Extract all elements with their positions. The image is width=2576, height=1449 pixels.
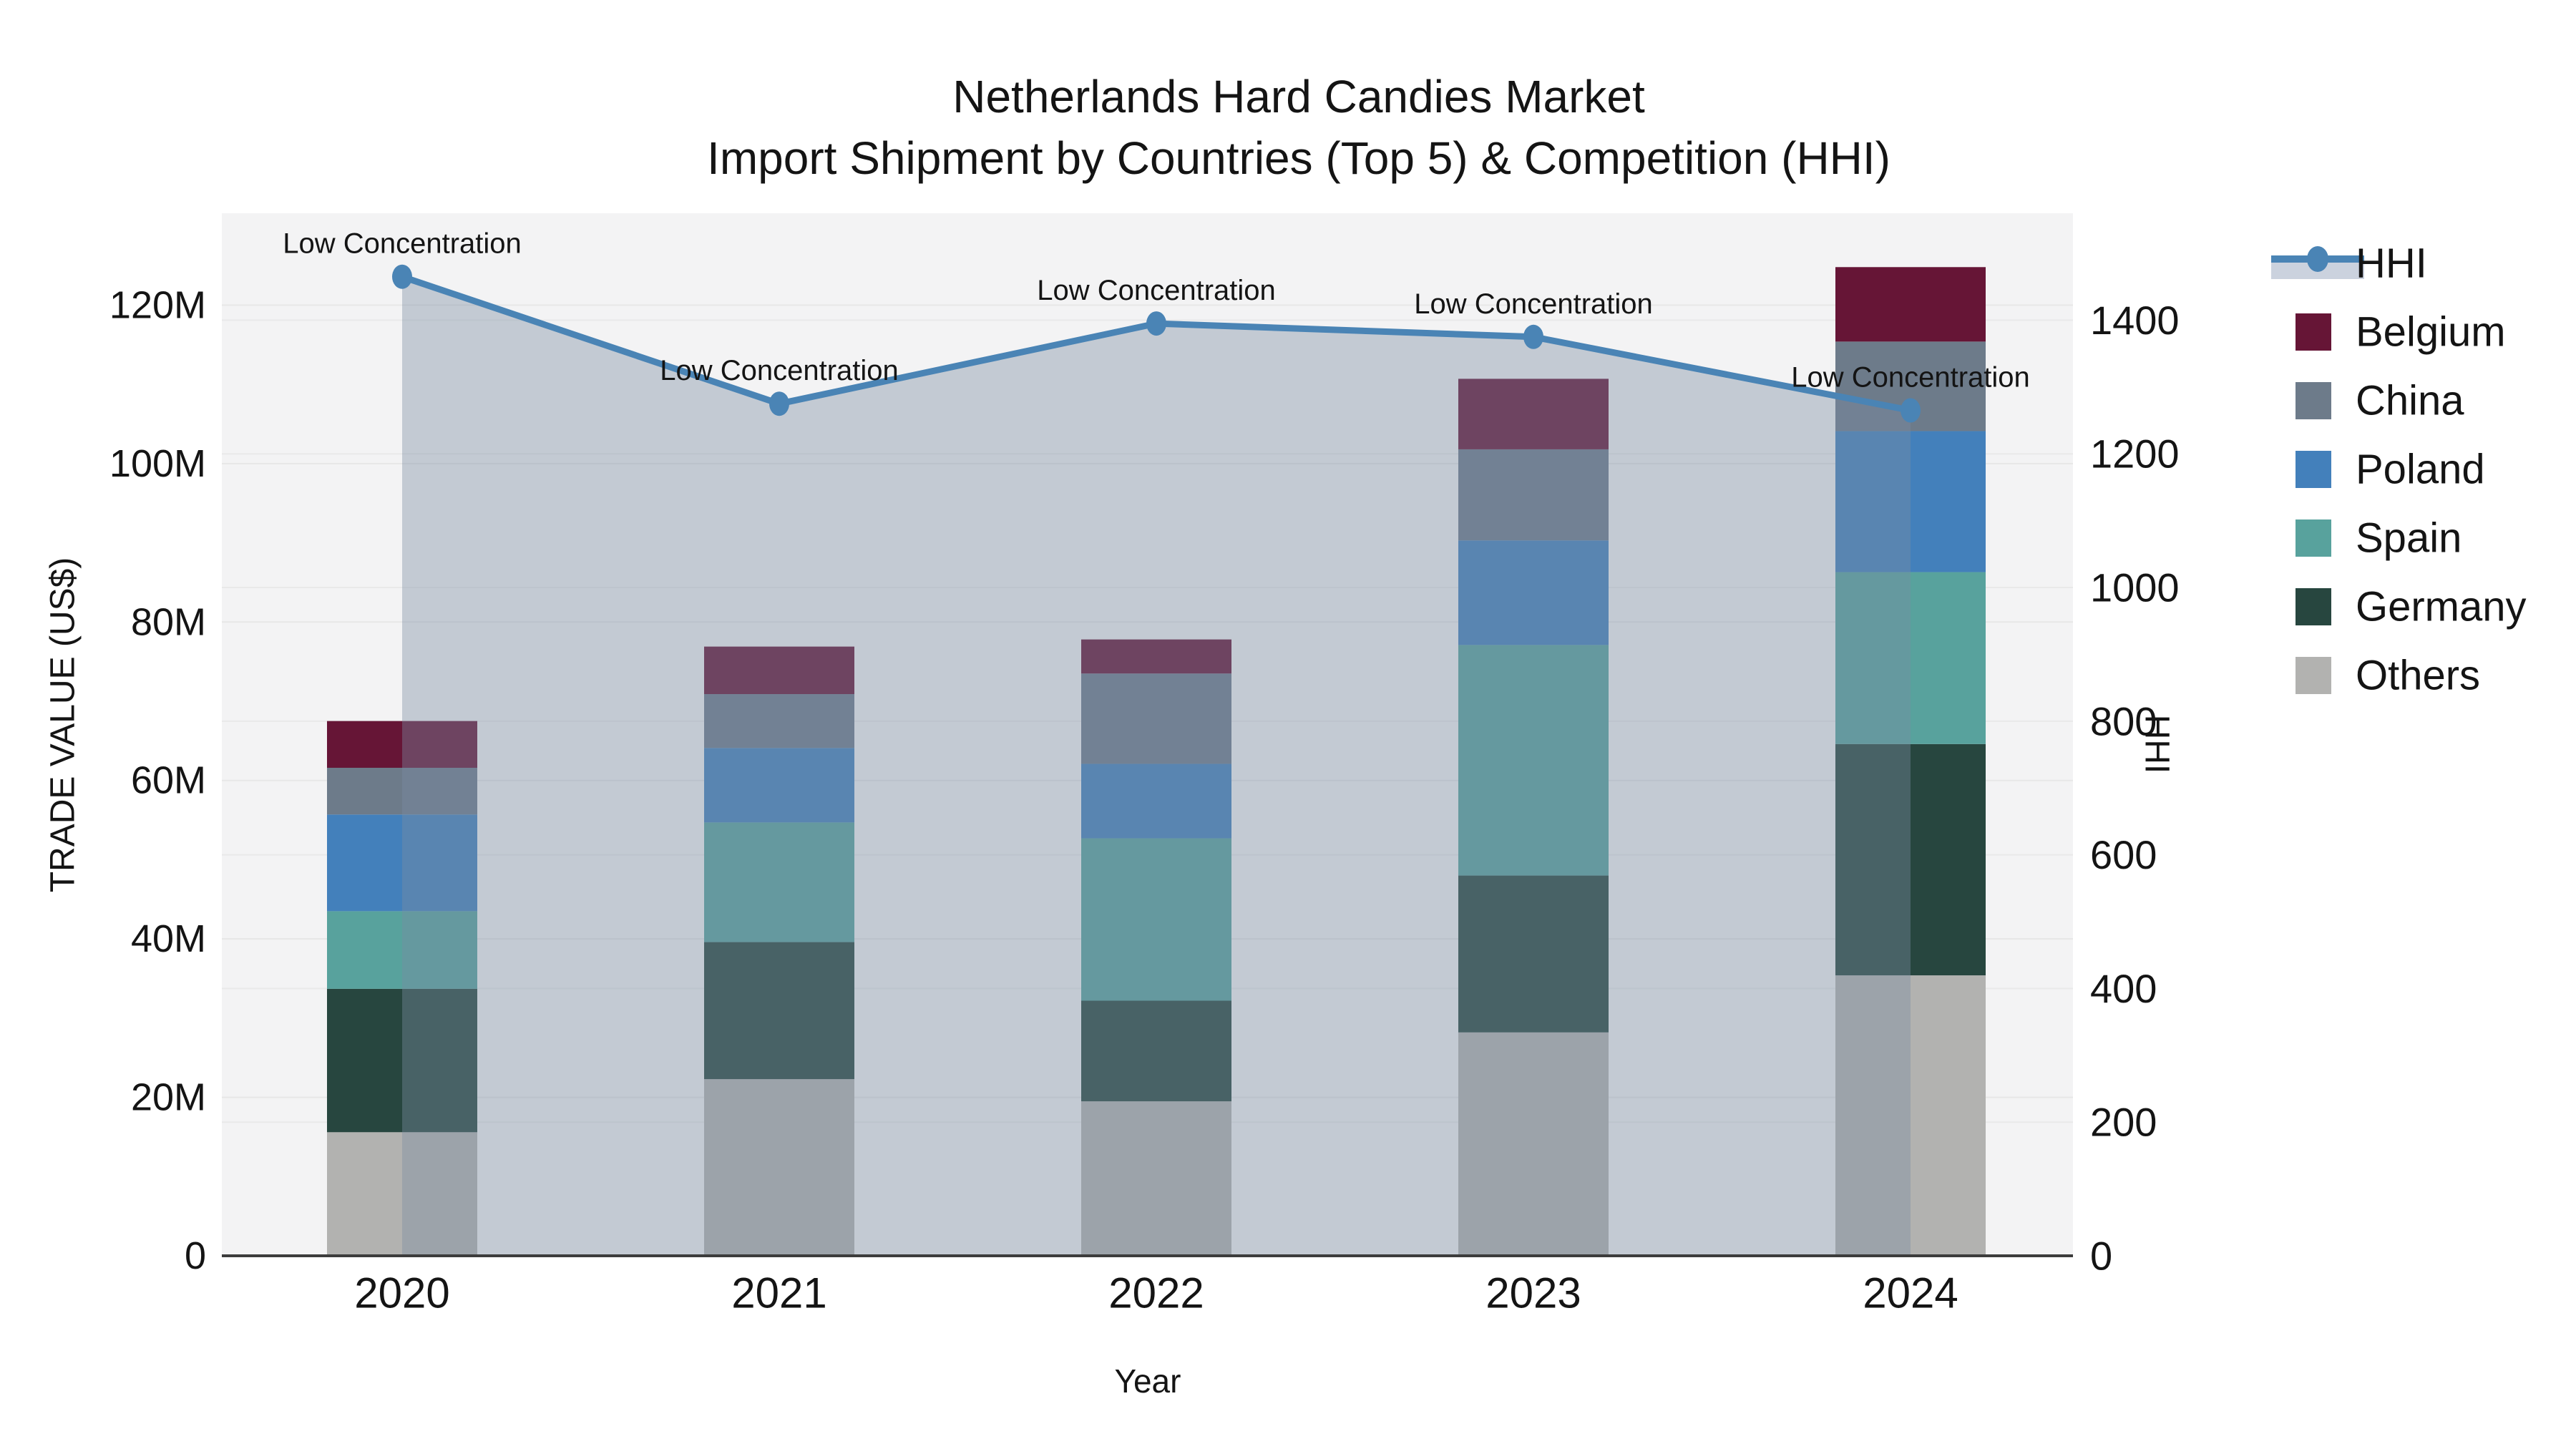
- y-left-tick-100M: 100M: [109, 442, 206, 485]
- bars-layer: [327, 267, 1986, 1256]
- hhi-line-layer: [392, 264, 1921, 423]
- hhi-marker-2024: [1901, 398, 1921, 423]
- bar-segment-2024-belgium: [1835, 267, 1986, 342]
- chart-title-line-1: Netherlands Hard Candies Market: [952, 71, 1645, 122]
- hhi-area-layer: [402, 276, 1911, 1257]
- legend-item-spain: Spain: [2296, 515, 2462, 562]
- y-left-axis-title: TRADE VALUE (US$): [44, 557, 82, 893]
- bar-segment-2021-poland: [704, 748, 854, 823]
- x-tick-2024: 2024: [1863, 1269, 1958, 1317]
- bar-segment-2020-germany: [327, 988, 477, 1133]
- legend-swatch-spain: [2296, 519, 2331, 557]
- y-right-tick-1000: 1000: [2090, 565, 2180, 610]
- bar-segment-2020-china: [327, 768, 477, 815]
- x-tick-2021: 2021: [731, 1269, 826, 1317]
- hhi-marker-2020: [392, 264, 412, 289]
- y-left-tick-120M: 120M: [109, 283, 206, 326]
- legend-label-hhi: HHI: [2356, 240, 2427, 287]
- y-left-tick-80M: 80M: [131, 600, 206, 643]
- x-tick-2022: 2022: [1108, 1269, 1204, 1317]
- legend-item-others: Others: [2296, 653, 2480, 699]
- bar-segment-2022-germany: [1081, 1000, 1231, 1102]
- bar-segment-2020-belgium: [327, 721, 477, 768]
- hhi-annotation-2024: Low Concentration: [1791, 362, 2030, 394]
- y-left-tick-40M: 40M: [131, 917, 206, 960]
- legend-label-spain: Spain: [2356, 515, 2462, 562]
- y-right-tick-0: 0: [2090, 1234, 2112, 1279]
- bar-segment-2022-china: [1081, 673, 1231, 764]
- legend-swatch-china: [2296, 382, 2331, 419]
- bar-segment-2021-others: [704, 1079, 854, 1256]
- legend-item-germany: Germany: [2296, 584, 2527, 630]
- bar-segment-2023-germany: [1458, 875, 1609, 1033]
- y-right-tick-800: 800: [2090, 698, 2157, 743]
- bar-segment-2020-spain: [327, 911, 477, 989]
- bar-segment-2022-others: [1081, 1101, 1231, 1256]
- hhi-marker-2023: [1523, 324, 1543, 349]
- legend: HHI Belgium China Poland Spain Germany Others: [2271, 240, 2527, 699]
- bar-segment-2024-germany: [1835, 743, 1986, 976]
- legend-hhi-marker: [2307, 246, 2328, 272]
- bar-segment-2021-china: [704, 694, 854, 748]
- legend-item-china: China: [2296, 378, 2464, 424]
- y-right-tick-1200: 1200: [2090, 431, 2180, 477]
- annotations-layer: Low Concentration Low Concentration Low Co…: [283, 228, 2030, 394]
- legend-label-china: China: [2356, 378, 2464, 424]
- bar-segment-2023-china: [1458, 449, 1609, 541]
- x-tick-2023: 2023: [1485, 1269, 1581, 1317]
- bar-segment-2023-others: [1458, 1032, 1609, 1256]
- hhi-area-fill: [402, 276, 1911, 1257]
- bar-segment-2023-spain: [1458, 645, 1609, 876]
- hhi-annotation-2020: Low Concentration: [283, 228, 522, 260]
- y-right-tick-600: 600: [2090, 832, 2157, 877]
- bar-segment-2024-poland: [1835, 431, 1986, 572]
- bar-segment-2022-spain: [1081, 838, 1231, 1001]
- legend-swatch-germany: [2296, 588, 2331, 625]
- legend-item-hhi: HHI: [2271, 240, 2427, 287]
- bar-segment-2020-poland: [327, 814, 477, 912]
- axes-layer: 0 20M 40M 60M 80M 100M 120M 0 200 400 600 800 1000 12…: [109, 283, 2180, 1317]
- hhi-marker-2021: [769, 391, 789, 416]
- legend-label-poland: Poland: [2356, 447, 2485, 493]
- y-right-axis-title: HHI: [2138, 715, 2176, 774]
- bar-segment-2021-germany: [704, 942, 854, 1080]
- legend-label-others: Others: [2356, 653, 2480, 699]
- bar-segment-2020-others: [327, 1132, 477, 1256]
- legend-swatch-poland: [2296, 451, 2331, 488]
- hhi-annotation-2023: Low Concentration: [1414, 288, 1653, 320]
- x-tick-2020: 2020: [354, 1269, 449, 1317]
- y-right-tick-1400: 1400: [2090, 298, 2180, 343]
- bar-segment-2022-poland: [1081, 763, 1231, 839]
- y-right-tick-200: 200: [2090, 1100, 2157, 1145]
- chart-title-line-2: Import Shipment by Countries (Top 5) & C…: [707, 132, 1890, 184]
- y-left-tick-20M: 20M: [131, 1076, 206, 1119]
- bar-segment-2024-others: [1835, 975, 1986, 1256]
- legend-label-germany: Germany: [2356, 584, 2527, 630]
- hhi-marker-2022: [1146, 311, 1166, 336]
- legend-item-belgium: Belgium: [2296, 309, 2506, 356]
- bar-segment-2021-spain: [704, 822, 854, 942]
- bar-segment-2023-poland: [1458, 540, 1609, 645]
- bar-segment-2024-spain: [1835, 572, 1986, 744]
- y-right-tick-400: 400: [2090, 966, 2157, 1011]
- hhi-annotation-2022: Low Concentration: [1037, 275, 1276, 306]
- legend-swatch-others: [2296, 657, 2331, 694]
- hhi-annotation-2021: Low Concentration: [660, 355, 899, 386]
- bar-segment-2021-belgium: [704, 646, 854, 695]
- x-axis-title: Year: [1115, 1362, 1181, 1400]
- bar-segment-2023-belgium: [1458, 379, 1609, 449]
- legend-item-poland: Poland: [2296, 447, 2485, 493]
- y-left-tick-0: 0: [185, 1234, 206, 1277]
- bar-segment-2022-belgium: [1081, 639, 1231, 674]
- legend-swatch-belgium: [2296, 313, 2331, 351]
- y-left-tick-60M: 60M: [131, 759, 206, 802]
- legend-label-belgium: Belgium: [2356, 309, 2506, 356]
